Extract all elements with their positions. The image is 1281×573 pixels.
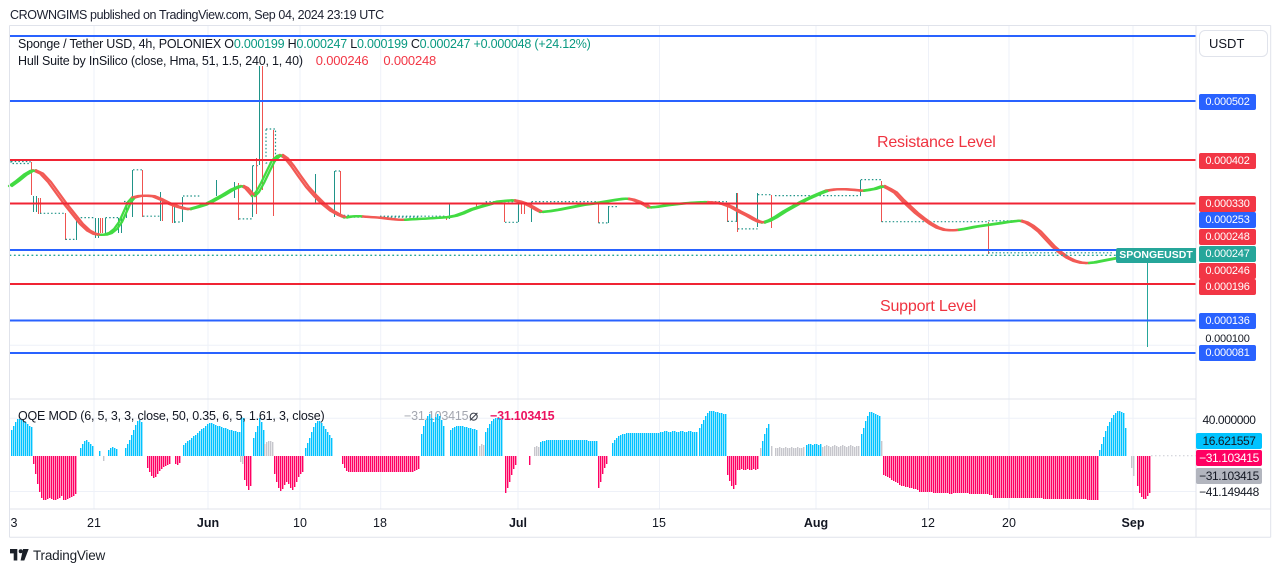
svg-text:−31.103415: −31.103415 <box>490 409 555 423</box>
svg-text:⌀: ⌀ <box>469 408 479 425</box>
svg-text:−31.103415: −31.103415 <box>404 409 469 423</box>
